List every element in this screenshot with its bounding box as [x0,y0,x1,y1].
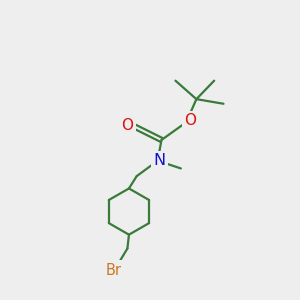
Text: O: O [122,118,134,133]
Text: Br: Br [106,262,122,278]
Text: O: O [184,113,196,128]
Text: N: N [153,153,165,168]
